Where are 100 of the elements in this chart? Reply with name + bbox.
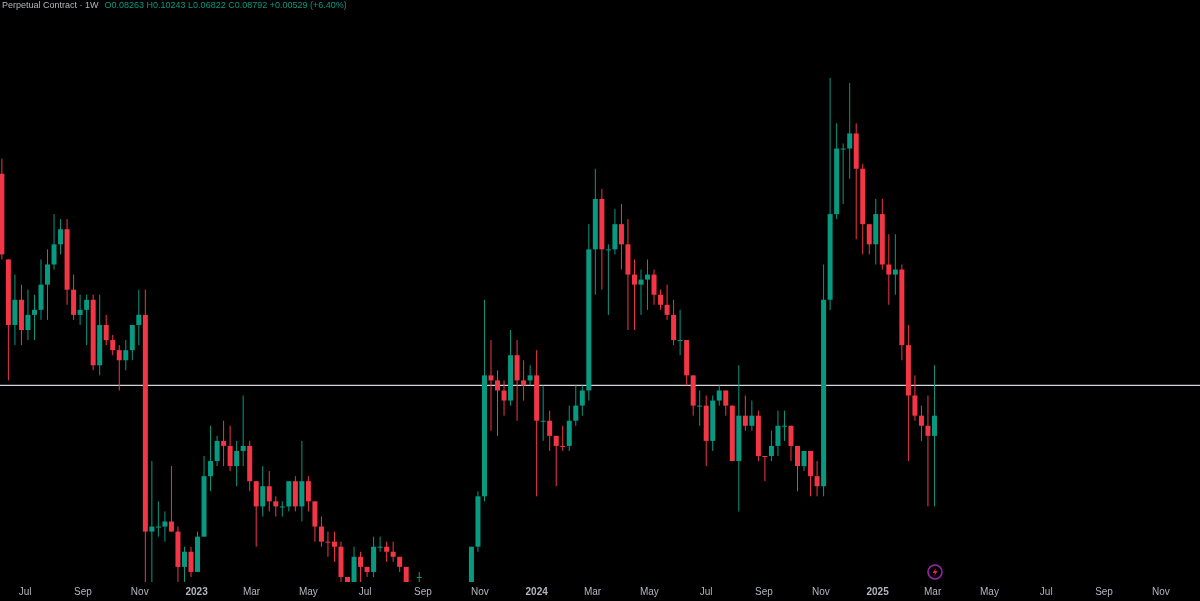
x-tick-label: Jul [18,586,32,597]
candlestick [540,384,546,442]
candlestick [560,425,566,452]
x-tick-label: 2023 [185,586,209,597]
candlestick [775,410,781,457]
candlestick [390,541,396,563]
candlestick [645,258,651,311]
candlestick [377,536,383,553]
candlestick [547,410,553,452]
candlestick [814,460,820,497]
candlestick [305,475,311,512]
candlestick [651,269,657,306]
candlestick [45,248,51,321]
candlestick [749,400,755,432]
candlestick [795,445,801,492]
candlestick [716,384,722,407]
x-tick-label: Mar [583,586,602,597]
candlestick [892,233,898,296]
candlestick [488,339,494,432]
x-tick-label: Mar [242,586,261,597]
candlestick [781,410,787,442]
x-tick-label: Nov [130,586,149,597]
x-tick-label: May [639,586,659,597]
candlestick [51,213,57,271]
candlestick [768,430,774,462]
candlestick [416,571,422,583]
candlestick [155,500,161,538]
candlestick [912,374,918,422]
candlestick [573,384,579,427]
candlestick [866,223,872,255]
x-tick-label: 2024 [525,586,549,597]
candlestick [358,551,364,583]
candlestick [501,379,507,417]
candlestick [58,218,64,255]
candlestick [762,455,768,482]
x-tick-label: Jul [699,586,713,597]
candlestick [318,515,324,548]
candlestick [103,314,109,346]
candlestick [527,364,533,386]
candlestick [918,405,924,442]
x-tick-label: Jul [358,586,372,597]
x-tick-label: Sep [1095,586,1114,597]
chart-subtitle: O0.08263 H0.10243 L0.06822 C0.08792 +0.00529 (+6.40%) [104,0,347,10]
candlestick [221,420,227,467]
candlestick [325,531,331,558]
x-tick-label: Nov [811,586,830,597]
candlestick [886,233,892,306]
x-tick-label: Jul [1039,586,1053,597]
x-tick-label: Sep [414,586,433,597]
candlestick [331,531,337,563]
candlestick [214,435,220,467]
candlestick [279,500,285,517]
candlestick [116,344,122,391]
candlestick [136,289,142,346]
candlestick [521,359,527,402]
candlestick [181,546,187,583]
candlestick [234,440,240,487]
candlestick [925,395,931,507]
candlestick [110,334,116,356]
candlestick [742,395,748,432]
candlestick [553,435,559,487]
x-tick-label: May [298,586,318,597]
candlestick [788,425,794,462]
candlestick [723,389,729,417]
candlestick [631,258,637,331]
x-tick-label: Mar [923,586,942,597]
candlestick [495,369,501,437]
candlestick [168,465,174,533]
x-tick-label: Sep [74,586,93,597]
candlestick [31,294,37,341]
x-tick-label: Nov [1151,586,1170,597]
candlestick [840,143,846,205]
candlestick [149,460,155,583]
candlestick [188,546,194,578]
candlestick [364,566,370,578]
candlestick [605,243,611,316]
candlestick [25,289,31,341]
candlestick [384,541,390,563]
candlestick [847,82,853,180]
candlestick [677,309,683,356]
candlestick [260,465,266,517]
candlestick [162,510,168,543]
candlestick [227,425,233,472]
chart-title: Perpetual Contract · 1W [2,0,99,10]
candlestick [273,495,279,517]
candlestick [638,269,644,316]
candlestick [931,364,937,507]
candlestick [266,470,272,512]
x-tick-label: Nov [470,586,489,597]
candlestick [658,289,664,311]
candlestick [697,389,703,427]
candlestick [618,203,624,271]
candlestick [208,425,214,492]
candlestick [579,384,585,417]
x-tick-label: 2025 [866,586,890,597]
x-tick-label: May [979,586,999,597]
candlestick [77,294,83,326]
candlestick [664,284,670,321]
candlestick [240,395,246,467]
candlestick [84,294,90,346]
